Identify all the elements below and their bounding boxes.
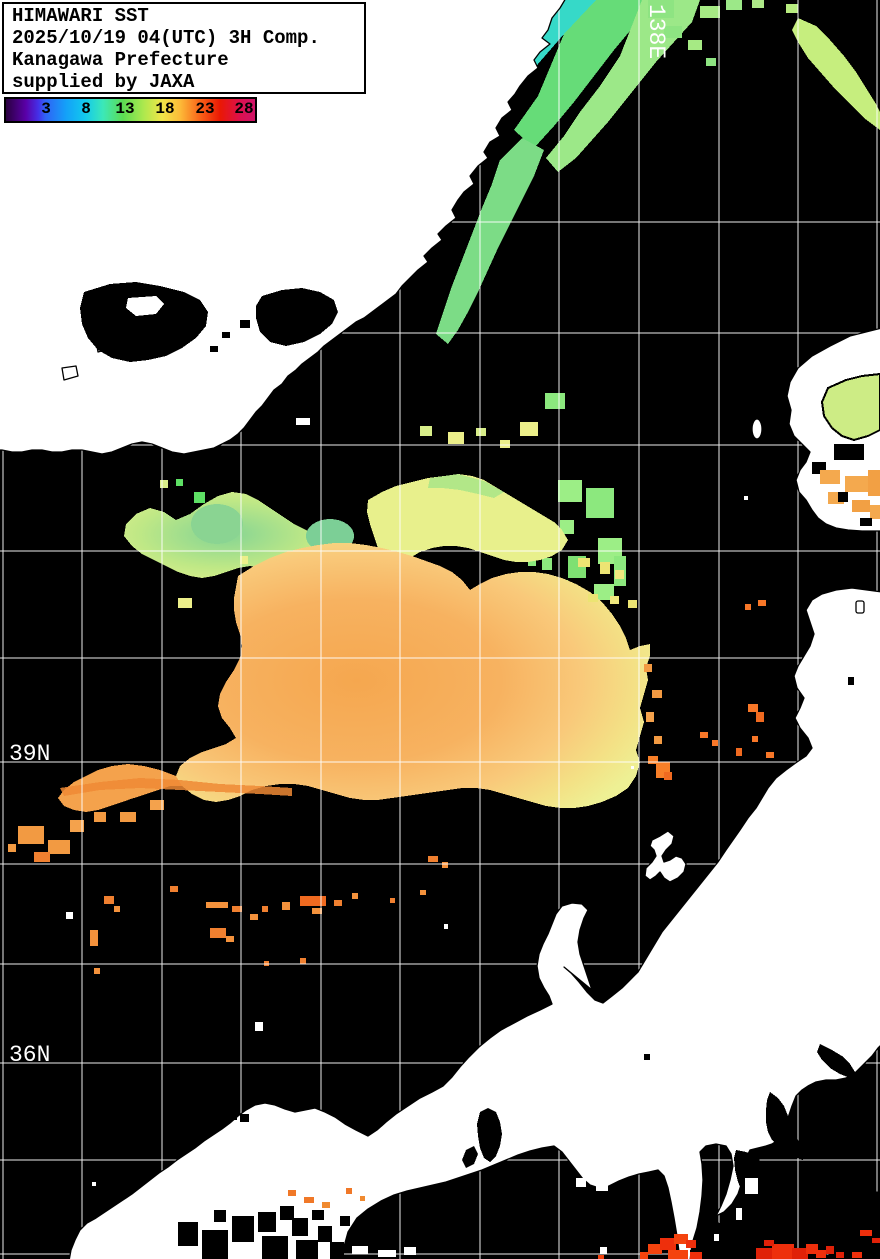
- title-box: HIMAWARI SST 2025/10/19 04(UTC) 3H Comp.…: [2, 2, 366, 94]
- map-title: HIMAWARI SST: [12, 5, 149, 27]
- lake-suwa: [644, 1054, 650, 1060]
- tokyo-bay: [766, 1092, 808, 1160]
- colorbar-tick-28: 28: [234, 100, 254, 118]
- lat-label-39n: 39N: [9, 741, 50, 767]
- colorbar-tick-3: 3: [41, 100, 51, 118]
- lat-label-42n: 42N: [9, 424, 50, 450]
- lake-hachiro: [848, 677, 854, 685]
- colorbar-tick-13: 13: [115, 100, 135, 118]
- lake-biwa: [477, 1108, 502, 1162]
- sst-colorbar: 3 8 13 18 23 28: [4, 97, 257, 123]
- map-region: Kanagawa Prefecture: [12, 49, 229, 71]
- lake-nakaumi: [240, 1114, 249, 1122]
- sea-east-of-boso: [828, 1190, 880, 1259]
- lake-shinji: [228, 1112, 237, 1120]
- map-credit: supplied by JAXA: [12, 71, 195, 93]
- sea-south-of-sagami: [710, 1218, 780, 1259]
- sst-red-clusters: [598, 1230, 880, 1259]
- land-sado: [644, 830, 687, 883]
- cloud-dots: [66, 418, 758, 1254]
- lon-label-138e: 138E: [643, 4, 669, 59]
- kashima-sea: [817, 1044, 858, 1078]
- lat-label-36n: 36N: [9, 1042, 50, 1068]
- sst-patches: [8, 0, 880, 974]
- land-honshu: [68, 587, 880, 1259]
- land-details: [66, 282, 880, 1259]
- colorbar-tick-23: 23: [195, 100, 215, 118]
- map-datetime: 2025/10/19 04(UTC) 3H Comp.: [12, 27, 320, 49]
- map-labels: 42N 39N 36N 138E: [9, 4, 669, 1068]
- land-okushiri: [751, 418, 763, 440]
- colorbar-tick-8: 8: [81, 100, 91, 118]
- colorbar-tick-18: 18: [155, 100, 175, 118]
